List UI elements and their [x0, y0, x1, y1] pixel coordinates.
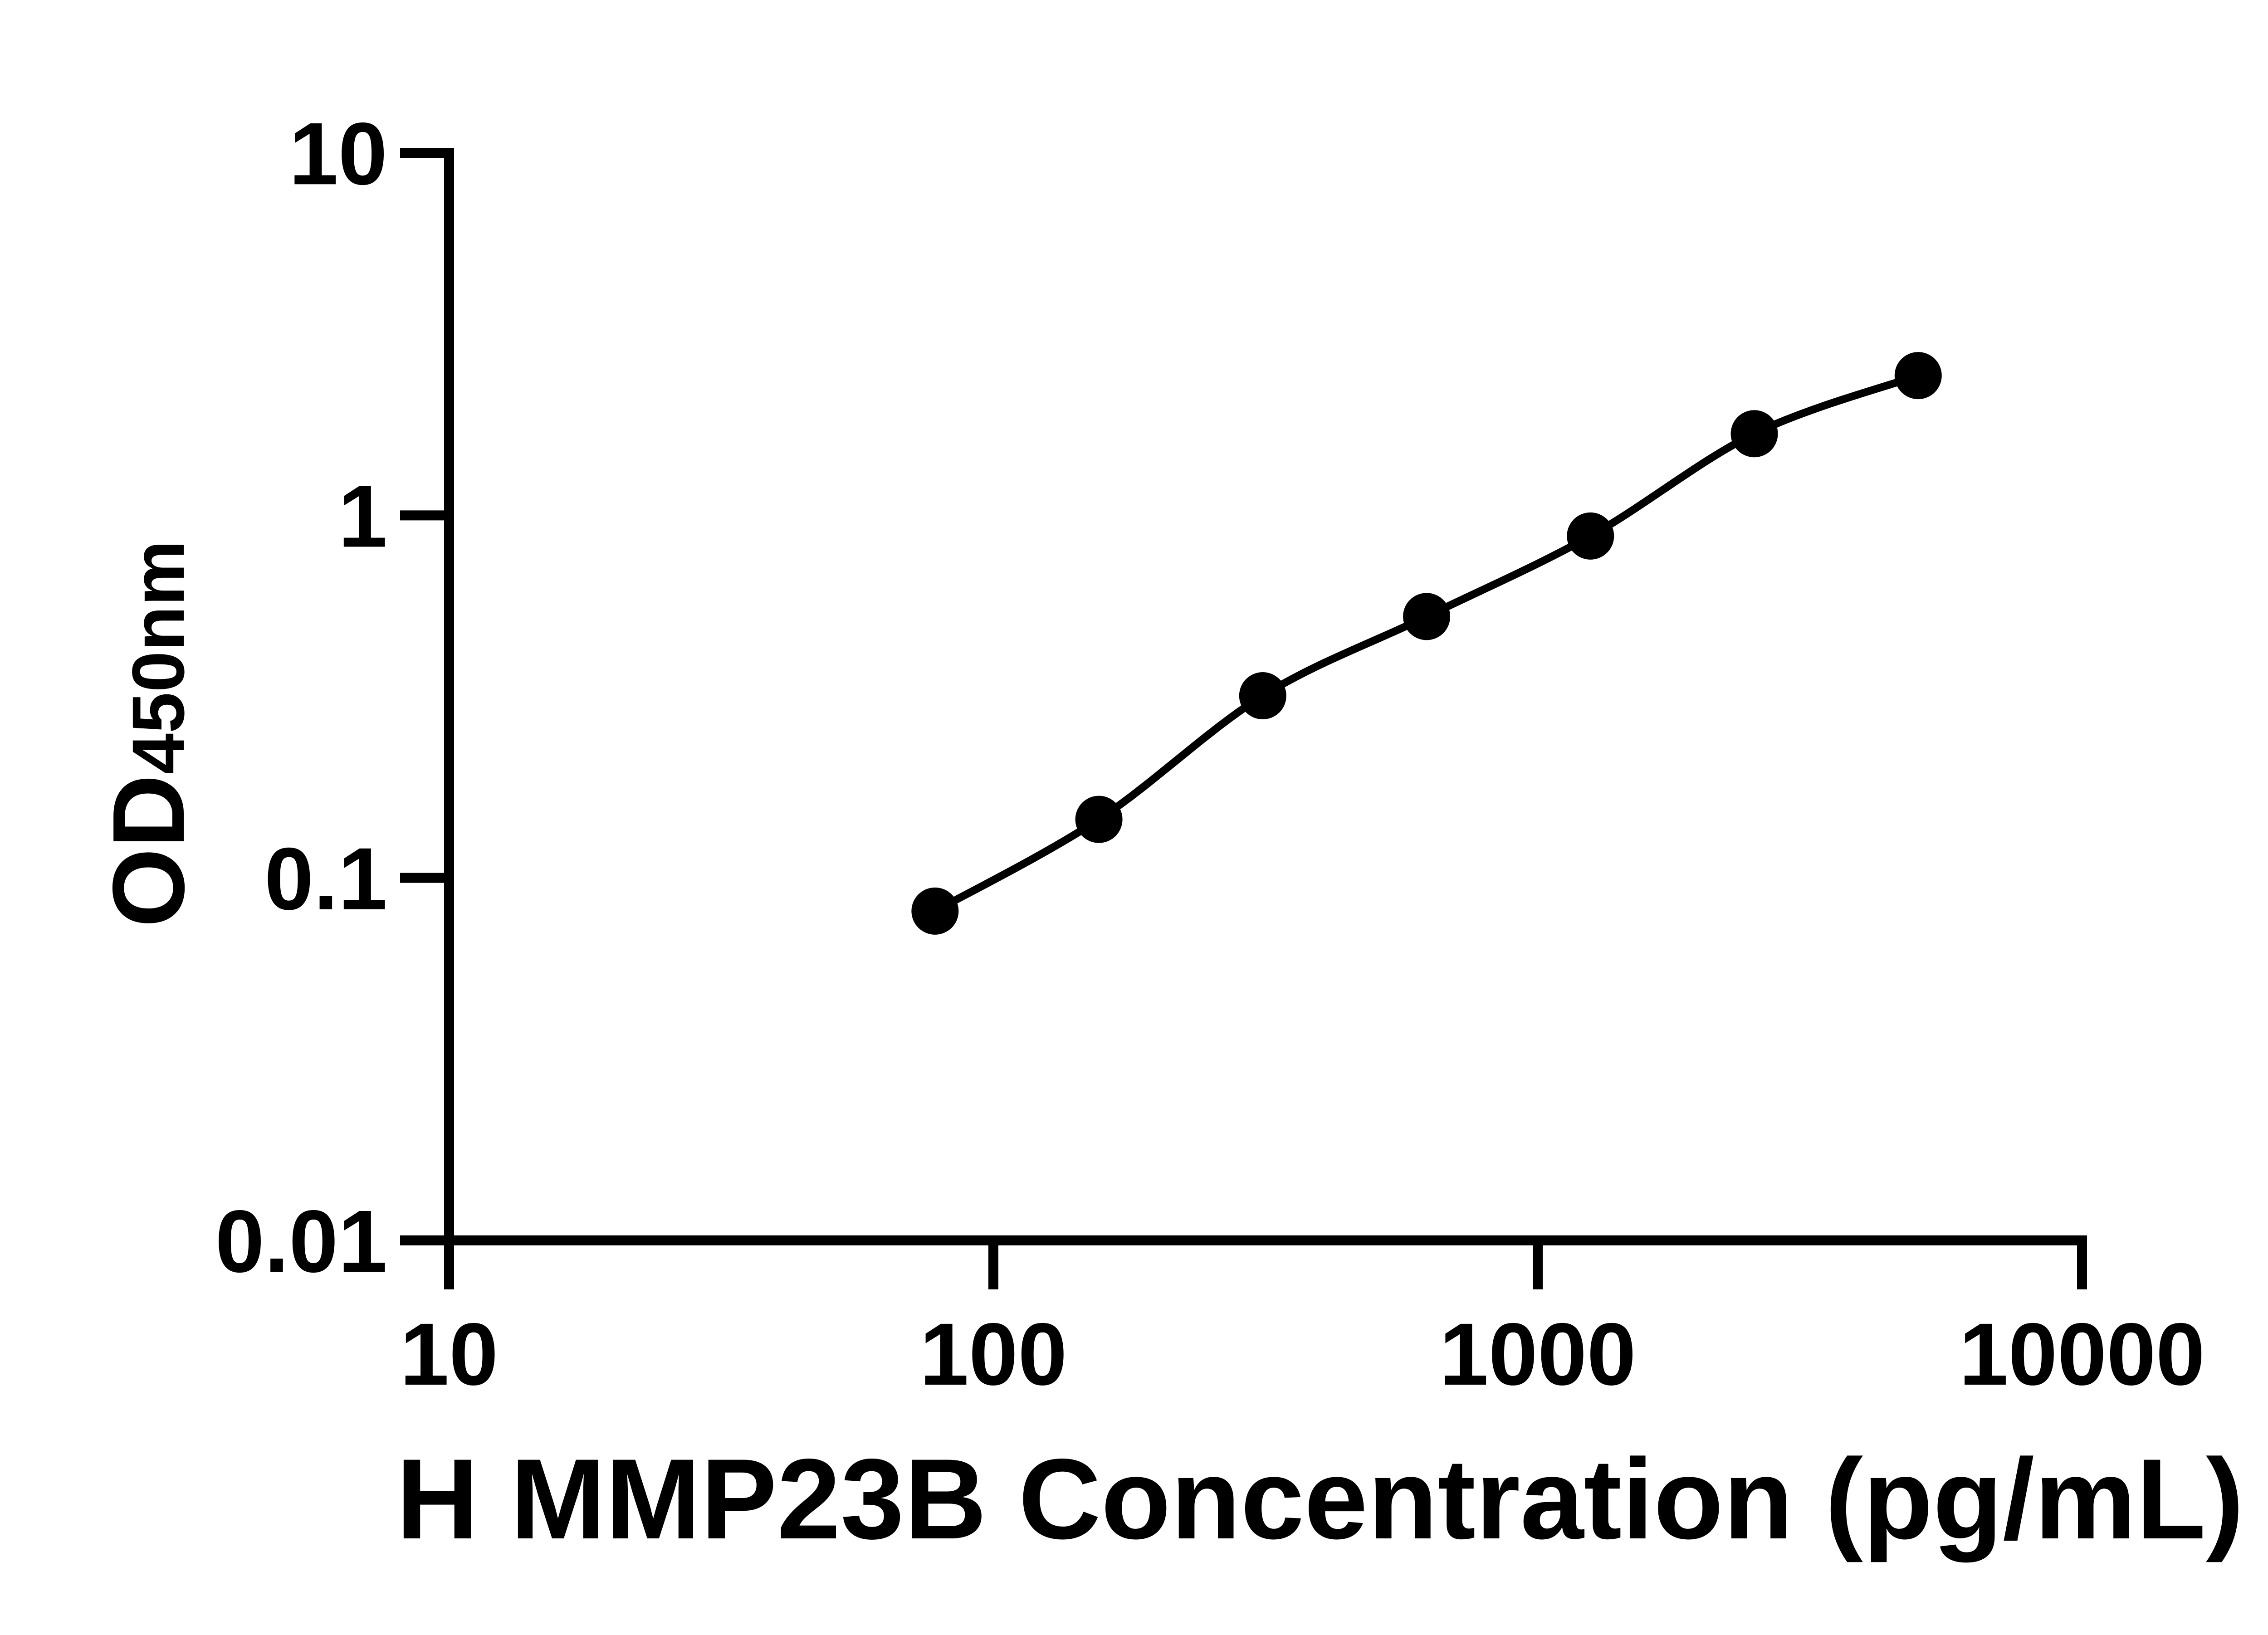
- data-point: [1239, 672, 1286, 720]
- data-point: [1075, 796, 1123, 843]
- y-tick-label: 1: [338, 467, 387, 566]
- data-point: [1567, 512, 1614, 560]
- data-point: [1730, 410, 1778, 458]
- x-tick-label: 1000: [1439, 1305, 1636, 1404]
- data-point: [1894, 352, 1942, 400]
- x-tick-label: 100: [919, 1305, 1067, 1404]
- y-tick-label: 0.1: [264, 830, 387, 928]
- tick-marks: [400, 148, 2087, 1289]
- y-axis-title-subscript: 450nm: [117, 540, 200, 774]
- data-point: [1403, 593, 1451, 640]
- y-tick-label: 0.01: [215, 1192, 387, 1291]
- x-axis-title: H MMP23B Concentration (pg/mL): [396, 1435, 2244, 1563]
- axes: [444, 148, 2087, 1245]
- y-axis-title-main: OD: [91, 774, 205, 927]
- y-tick-label: 10: [289, 104, 387, 203]
- x-tick-label: 10: [400, 1305, 499, 1404]
- x-tick-label: 10000: [1959, 1305, 2205, 1404]
- y-axis-title: OD450nm: [91, 540, 205, 927]
- data-point: [911, 887, 959, 935]
- data-points-layer: [911, 352, 1942, 935]
